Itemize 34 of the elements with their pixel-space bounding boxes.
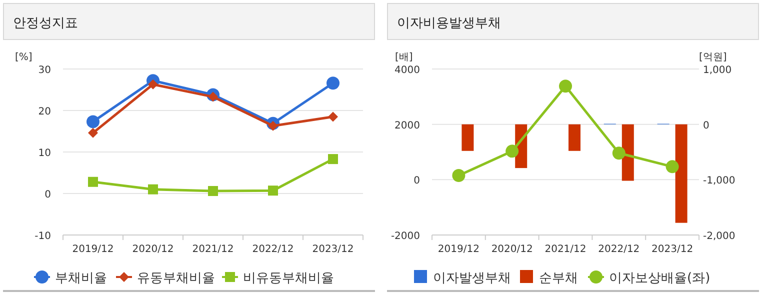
x-tick-label: 2020/12 [132, 244, 174, 255]
y-tick-label: 4000 [394, 65, 420, 76]
x-tick-label: 2023/12 [312, 244, 354, 255]
x-tick-label: 2020/12 [491, 244, 533, 255]
legend-label: 이자발생부채 [433, 271, 511, 286]
x-tick-label: 2022/12 [252, 244, 294, 255]
y2-tick-label: 1,000 [703, 65, 732, 76]
x-tick-label: 2021/12 [544, 244, 586, 255]
x-tick-label: 2019/12 [72, 244, 114, 255]
y2-tick-label: -2,000 [703, 231, 736, 242]
x-tick-label: 2019/12 [438, 244, 480, 255]
legend-label: 비유동부채비율 [243, 271, 334, 286]
y-tick-label: 0 [414, 176, 420, 187]
legend-label: 이자보상배율(좌) [609, 271, 710, 286]
y-tick-label: 20 [38, 106, 51, 118]
y-tick-label: 30 [38, 65, 51, 76]
y2-axis-title: [억원] [699, 52, 727, 63]
legend-label: 유동부채비율 [137, 271, 215, 286]
y-tick-label: -10 [34, 231, 51, 242]
y-tick-label: 0 [44, 190, 51, 200]
title: 안정성지표 [13, 16, 78, 31]
y2-tick-label: 0 [703, 120, 710, 132]
legend-label: 부채비율 [55, 271, 107, 286]
y-tick-label: 2000 [394, 120, 420, 132]
x-tick-label: 2021/12 [192, 244, 234, 255]
y-tick-label: 10 [38, 148, 51, 159]
title: 이자비용발생부채 [397, 16, 501, 31]
y2-tick-label: -1,000 [703, 176, 736, 187]
y-axis-title: [배] [395, 52, 413, 63]
x-tick-label: 2023/12 [652, 244, 694, 255]
legend-label: 순부채 [539, 271, 578, 286]
y-tick-label: -2000 [390, 231, 420, 242]
x-tick-label: 2022/12 [598, 244, 640, 255]
y-axis-title: [%] [15, 52, 32, 63]
